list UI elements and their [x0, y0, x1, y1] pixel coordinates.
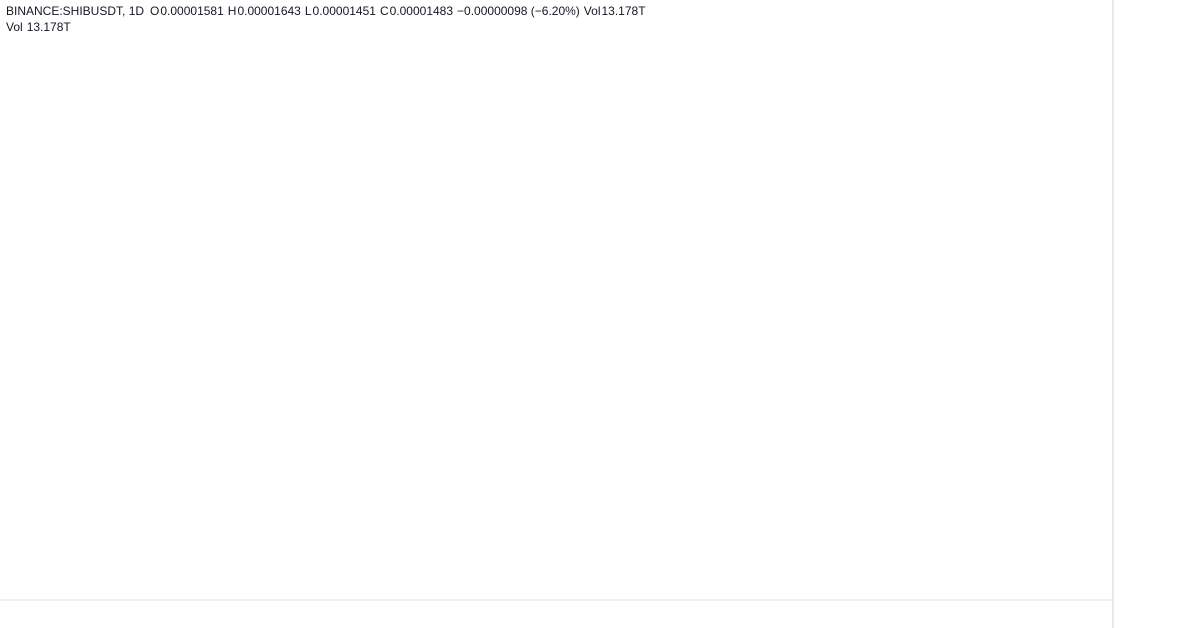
ohlc-label: H [228, 4, 237, 18]
ohlc-value: 0.00001581 [160, 4, 224, 18]
change: −0.00000098 (−6.20%) [457, 4, 580, 18]
volume-label: Vol [584, 4, 601, 18]
volume-pane-value: 13.178T [27, 20, 72, 34]
ohlc-label: O [150, 4, 159, 18]
legend: BINANCE:SHIBUSDT, 1D O 0.00001581 H 0.000016… [6, 4, 646, 34]
symbol: BINANCE:SHIBUSDT, 1D [6, 4, 144, 18]
ohlc-value: 0.00001451 [313, 4, 377, 18]
volume-pane-label: Vol [6, 20, 23, 34]
ohlc-label: C [380, 4, 389, 18]
ohlc-value: 0.00001483 [390, 4, 454, 18]
ohlc-value: 0.00001643 [237, 4, 301, 18]
axes [0, 0, 1114, 628]
volume-value: 13.178T [601, 4, 646, 18]
ohlc-label: L [305, 4, 312, 18]
